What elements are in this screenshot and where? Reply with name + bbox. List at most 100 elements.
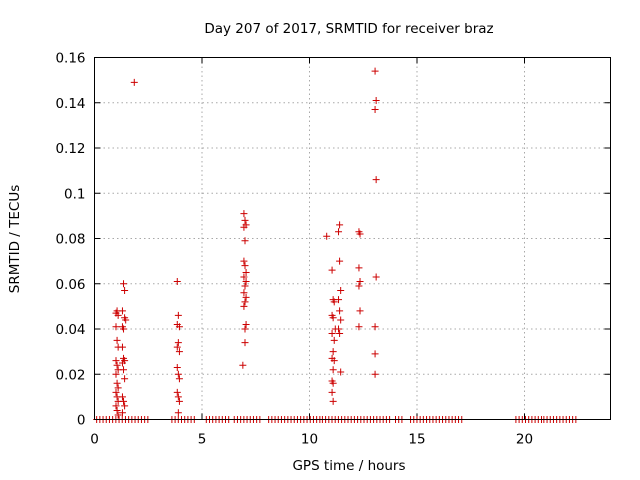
data-point: [240, 273, 248, 281]
axis-ticks: 0 0.02 0.04 0.06 0.08 0.1 0.12 0.14 0.16 0 5 10 15 20: [55, 51, 611, 448]
data-point: [242, 293, 250, 301]
data-point: [241, 298, 249, 306]
data-point: [240, 210, 248, 218]
data-point: [336, 330, 344, 338]
data-point: [240, 257, 248, 265]
data-point: [118, 307, 126, 315]
data-point: [355, 323, 363, 331]
data-point: [356, 230, 364, 238]
x-tick-label: 20: [516, 432, 533, 448]
data-point: [329, 348, 337, 356]
data-point: [242, 277, 250, 285]
data-point: [371, 323, 379, 331]
x-tick-label: 5: [198, 432, 207, 448]
data-point: [239, 361, 247, 369]
data-point: [121, 375, 129, 383]
data-point: [242, 268, 250, 276]
data-point: [329, 314, 337, 322]
data-point: [173, 363, 181, 371]
data-point: [114, 411, 122, 419]
data-point: [356, 277, 364, 285]
grid-lines: [94, 57, 611, 420]
plot-frame: [94, 57, 611, 420]
data-point: [329, 379, 337, 387]
x-tick-label: 15: [408, 432, 425, 448]
data-point: [112, 370, 120, 378]
data-point: [174, 393, 182, 401]
data-point: [371, 106, 379, 114]
y-tick-label: 0.08: [55, 232, 85, 248]
data-point: [337, 316, 345, 324]
data-point: [112, 388, 120, 396]
data-point: [337, 368, 345, 376]
y-tick-label: 0.04: [55, 322, 85, 338]
data-point: [174, 339, 182, 347]
y-tick-label: 0.06: [55, 277, 85, 293]
data-point: [174, 311, 182, 319]
data-points: [93, 67, 580, 423]
data-point: [173, 343, 181, 351]
data-point: [242, 320, 250, 328]
data-point: [330, 357, 338, 365]
data-point: [241, 282, 249, 290]
data-point: [355, 264, 363, 272]
data-point: [371, 350, 379, 358]
data-point: [120, 397, 128, 405]
data-point: [114, 384, 122, 392]
x-tick-label: 10: [301, 432, 318, 448]
data-point: [113, 336, 121, 344]
data-point: [113, 361, 121, 369]
data-point: [328, 266, 336, 274]
data-point: [175, 323, 183, 331]
data-point: [118, 343, 126, 351]
data-point: [241, 237, 249, 245]
data-point: [328, 388, 336, 396]
data-point: [330, 298, 338, 306]
data-point: [112, 323, 120, 331]
data-point: [118, 409, 126, 417]
data-point: [118, 359, 126, 367]
y-tick-label: 0: [77, 413, 86, 429]
data-point: [240, 289, 248, 297]
data-point: [121, 287, 129, 295]
data-point: [329, 366, 337, 374]
data-point: [355, 282, 363, 290]
data-point: [328, 330, 336, 338]
data-point: [113, 406, 121, 414]
data-point: [371, 67, 379, 75]
data-point: [241, 216, 249, 224]
data-point: [112, 357, 120, 365]
data-point: [335, 228, 343, 236]
data-point: [372, 273, 380, 281]
data-point: [120, 366, 128, 374]
data-point: [130, 78, 138, 86]
data-point: [121, 402, 129, 410]
data-point: [241, 339, 249, 347]
data-point: [175, 348, 183, 356]
data-point: [372, 96, 380, 104]
data-point: [174, 370, 182, 378]
x-tick-label: 0: [90, 432, 99, 448]
data-point: [372, 176, 380, 184]
data-point: [120, 280, 128, 288]
x-axis-label: GPS time / hours: [292, 458, 405, 474]
data-point: [336, 221, 344, 229]
data-point: [175, 397, 183, 405]
data-point: [336, 257, 344, 265]
data-point: [336, 307, 344, 315]
y-tick-label: 0.16: [55, 51, 85, 67]
data-point: [329, 397, 337, 405]
data-point: [173, 388, 181, 396]
y-axis-label: SRMTID / TECUs: [7, 185, 23, 293]
data-point: [240, 223, 248, 231]
data-point: [335, 325, 343, 333]
chart-title: Day 207 of 2017, SRMTID for receiver bra…: [204, 21, 493, 37]
data-point: [174, 409, 182, 417]
data-point: [175, 375, 183, 383]
data-point: [356, 307, 364, 315]
data-point: [335, 296, 343, 304]
data-point: [122, 316, 130, 324]
data-point: [118, 393, 126, 401]
data-point: [112, 402, 120, 410]
